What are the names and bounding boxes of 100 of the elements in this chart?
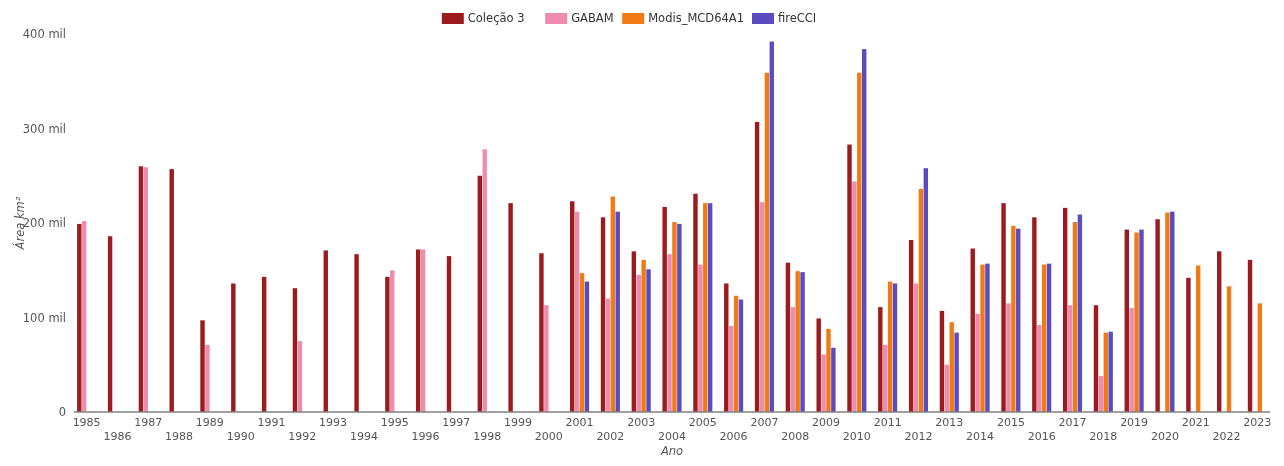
x-tick-label: 2000	[534, 430, 563, 443]
bar	[831, 347, 836, 412]
x-tick-label: 1996	[411, 430, 440, 443]
x-tick-label: 2011	[873, 416, 902, 429]
bar	[908, 240, 914, 412]
x-tick-label: 2022	[1212, 430, 1241, 443]
bar	[724, 283, 729, 412]
y-tick-label: 300 mil	[22, 121, 66, 136]
x-tick-label: 1997	[442, 416, 471, 429]
x-tick-label: 1994	[349, 430, 378, 443]
x-tick-label: 2017	[1058, 416, 1087, 429]
bar	[1139, 229, 1144, 412]
bar	[292, 288, 298, 412]
bar	[646, 269, 651, 412]
bar	[790, 307, 795, 412]
x-tick-label: 1987	[134, 416, 163, 429]
bar	[728, 326, 734, 412]
bar	[939, 310, 945, 412]
bar	[231, 283, 236, 412]
bar	[579, 273, 585, 412]
bar	[1129, 308, 1134, 412]
bar	[1217, 251, 1222, 412]
x-tick-label: 1992	[288, 430, 317, 443]
bar	[816, 318, 821, 412]
x-tick-label: 2013	[935, 416, 964, 429]
bar	[733, 295, 739, 412]
bar	[852, 181, 857, 412]
bar	[415, 249, 421, 412]
bar	[662, 206, 667, 412]
bar	[759, 202, 765, 412]
x-tick-label: 2019	[1120, 416, 1149, 429]
x-tick-label: 2005	[688, 416, 717, 429]
bar	[985, 263, 990, 412]
bar	[1032, 217, 1037, 412]
bar	[1016, 228, 1021, 412]
legend-label: GABAM	[571, 11, 614, 26]
bar	[1226, 286, 1232, 412]
bar	[677, 223, 682, 412]
bar	[892, 283, 898, 412]
bar	[1196, 265, 1201, 412]
bar	[764, 72, 770, 412]
bar	[615, 211, 620, 412]
x-tick-label: 1999	[503, 416, 532, 429]
bar	[821, 354, 826, 412]
bar	[1006, 303, 1011, 412]
bar	[949, 322, 954, 412]
bar	[605, 298, 611, 412]
bar	[1077, 214, 1083, 412]
bar	[323, 250, 328, 412]
bar	[200, 320, 205, 412]
bar	[754, 121, 760, 412]
bar	[1124, 229, 1129, 412]
bar	[1134, 232, 1139, 412]
bar	[641, 259, 646, 412]
bar	[918, 188, 924, 412]
bar	[482, 149, 487, 412]
bar	[1247, 259, 1253, 412]
x-tick-label: 1988	[165, 430, 194, 443]
x-tick-label: 2006	[719, 430, 748, 443]
bar	[795, 271, 800, 412]
bar	[887, 281, 893, 412]
bar	[1257, 303, 1263, 412]
bar	[1067, 305, 1073, 412]
y-tick-label: 0	[58, 405, 66, 420]
legend-label: Coleção 3	[467, 11, 525, 26]
x-tick-label: 2014	[966, 430, 995, 443]
bar	[769, 41, 774, 412]
bar	[1072, 222, 1078, 412]
bar	[297, 341, 303, 412]
x-tick-label: 2012	[904, 430, 933, 443]
bar	[826, 328, 831, 412]
x-tick-label: 2021	[1181, 416, 1210, 429]
bar	[261, 276, 267, 412]
bar	[667, 254, 672, 412]
bar	[785, 262, 791, 412]
bar	[970, 248, 975, 412]
bar	[703, 203, 708, 412]
bar	[420, 249, 426, 412]
bar	[1001, 203, 1006, 412]
bar	[1062, 207, 1068, 412]
bar	[446, 256, 452, 412]
x-tick-label: 2009	[812, 416, 841, 429]
y-tick-label: 400 mil	[22, 27, 66, 42]
bar	[1165, 212, 1170, 412]
bar	[800, 272, 805, 412]
x-tick-label: 1995	[380, 416, 409, 429]
x-tick-label: 2023	[1243, 416, 1272, 429]
bar	[847, 144, 852, 412]
bar	[169, 169, 174, 412]
bar	[81, 221, 87, 412]
x-tick-label: 2002	[596, 430, 625, 443]
x-tick-label: 1985	[72, 416, 101, 429]
bar	[600, 217, 606, 412]
bar	[385, 276, 390, 412]
bar	[1155, 219, 1160, 412]
bar	[354, 254, 359, 412]
bar	[570, 201, 575, 412]
bar	[107, 236, 113, 412]
bar	[631, 251, 637, 412]
x-tick-label: 1989	[195, 416, 224, 429]
